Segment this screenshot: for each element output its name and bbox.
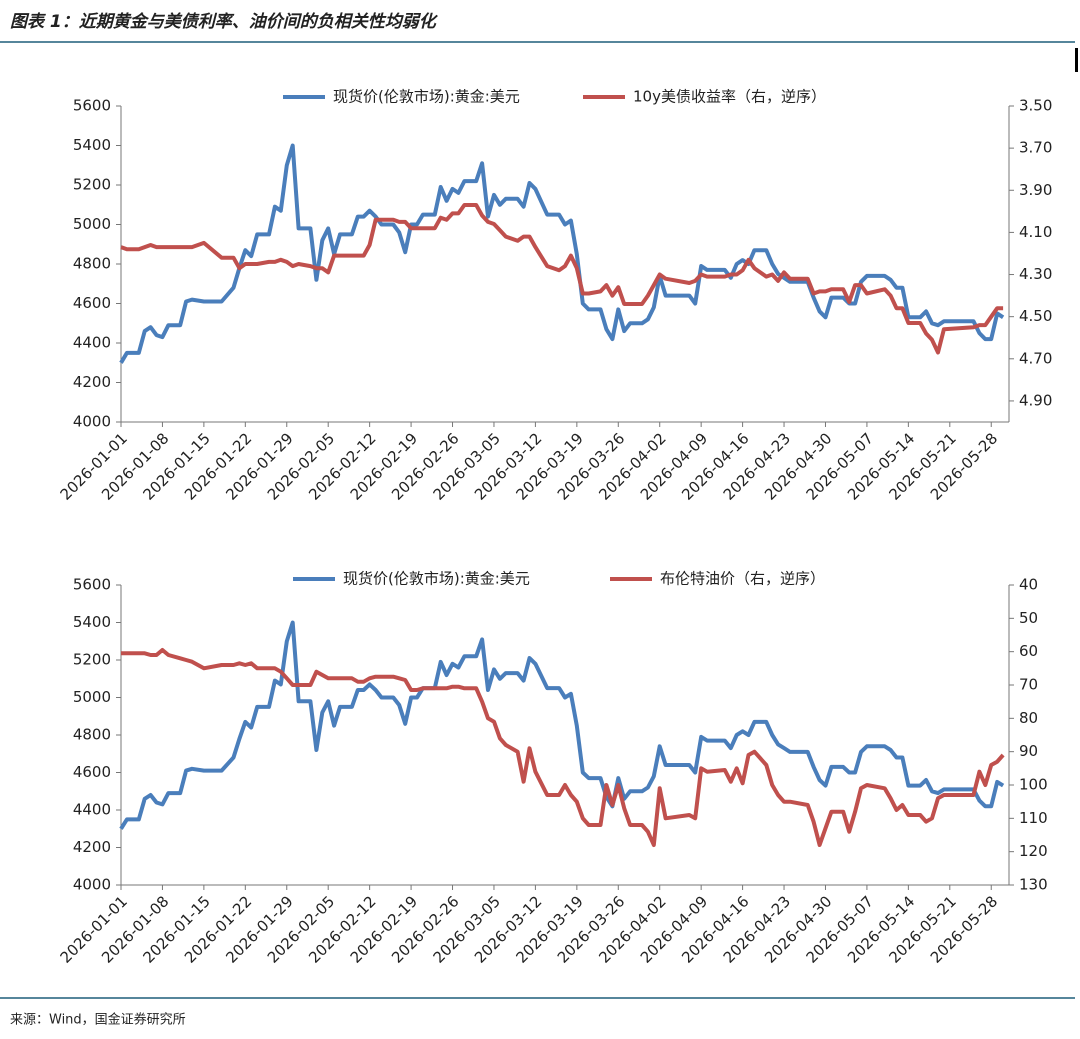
- y2-tick-label: 3.90: [1019, 181, 1052, 199]
- y2-tick-label: 4.10: [1019, 223, 1052, 241]
- y2-tick-label: 120: [1019, 842, 1048, 860]
- legend-label: 10y美债收益率（右，逆序）: [633, 88, 826, 106]
- y2-tick-label: 40: [1019, 576, 1038, 594]
- y-tick-label: 5600: [73, 576, 111, 594]
- series-line: [119, 620, 1005, 830]
- y2-tick-label: 4.30: [1019, 265, 1052, 283]
- y2-tick-label: 130: [1019, 876, 1048, 894]
- series-line: [119, 143, 1005, 364]
- legend-label: 现货价(伦敦市场):黄金:美元: [333, 88, 520, 106]
- y-tick-label: 5200: [73, 651, 111, 669]
- y-tick-label: 4000: [73, 876, 111, 894]
- y-tick-label: 4600: [73, 763, 111, 781]
- series-line: [121, 648, 1005, 847]
- y-tick-label: 5000: [73, 688, 111, 706]
- legend-label: 现货价(伦敦市场):黄金:美元: [343, 570, 530, 588]
- y-tick-label: 4400: [73, 801, 111, 819]
- series-line: [120, 203, 1004, 355]
- figure-title: 图表 1：近期黄金与美债利率、油价间的负相关性均弱化: [10, 12, 439, 32]
- y2-tick-label: 90: [1019, 742, 1038, 760]
- y-tick-label: 4800: [73, 255, 111, 273]
- y2-tick-label: 80: [1019, 709, 1038, 727]
- y-tick-label: 5600: [73, 97, 111, 115]
- y-tick-label: 5200: [73, 176, 111, 194]
- legend-label: 布伦特油价（右，逆序）: [660, 570, 825, 588]
- y-tick-label: 4000: [73, 413, 111, 431]
- y2-tick-label: 4.90: [1019, 391, 1052, 409]
- y-tick-label: 4200: [73, 838, 111, 856]
- y2-tick-label: 100: [1019, 776, 1048, 794]
- source-note: 来源：Wind，国金证券研究所: [10, 1012, 186, 1028]
- y2-tick-label: 3.70: [1019, 139, 1052, 157]
- y2-tick-label: 4.50: [1019, 307, 1052, 325]
- y-tick-label: 4400: [73, 334, 111, 352]
- y2-tick-label: 70: [1019, 676, 1038, 694]
- y-tick-label: 5400: [73, 613, 111, 631]
- y-tick-label: 5000: [73, 215, 111, 233]
- y-tick-label: 4600: [73, 294, 111, 312]
- y-tick-label: 5400: [73, 136, 111, 154]
- y-tick-label: 4800: [73, 726, 111, 744]
- y2-tick-label: 60: [1019, 642, 1038, 660]
- scroll-marker: [1075, 48, 1078, 72]
- y2-tick-label: 110: [1019, 809, 1048, 827]
- y2-tick-label: 3.50: [1019, 97, 1052, 115]
- y-tick-label: 4200: [73, 373, 111, 391]
- y2-tick-label: 50: [1019, 609, 1038, 627]
- y2-tick-label: 4.70: [1019, 349, 1052, 367]
